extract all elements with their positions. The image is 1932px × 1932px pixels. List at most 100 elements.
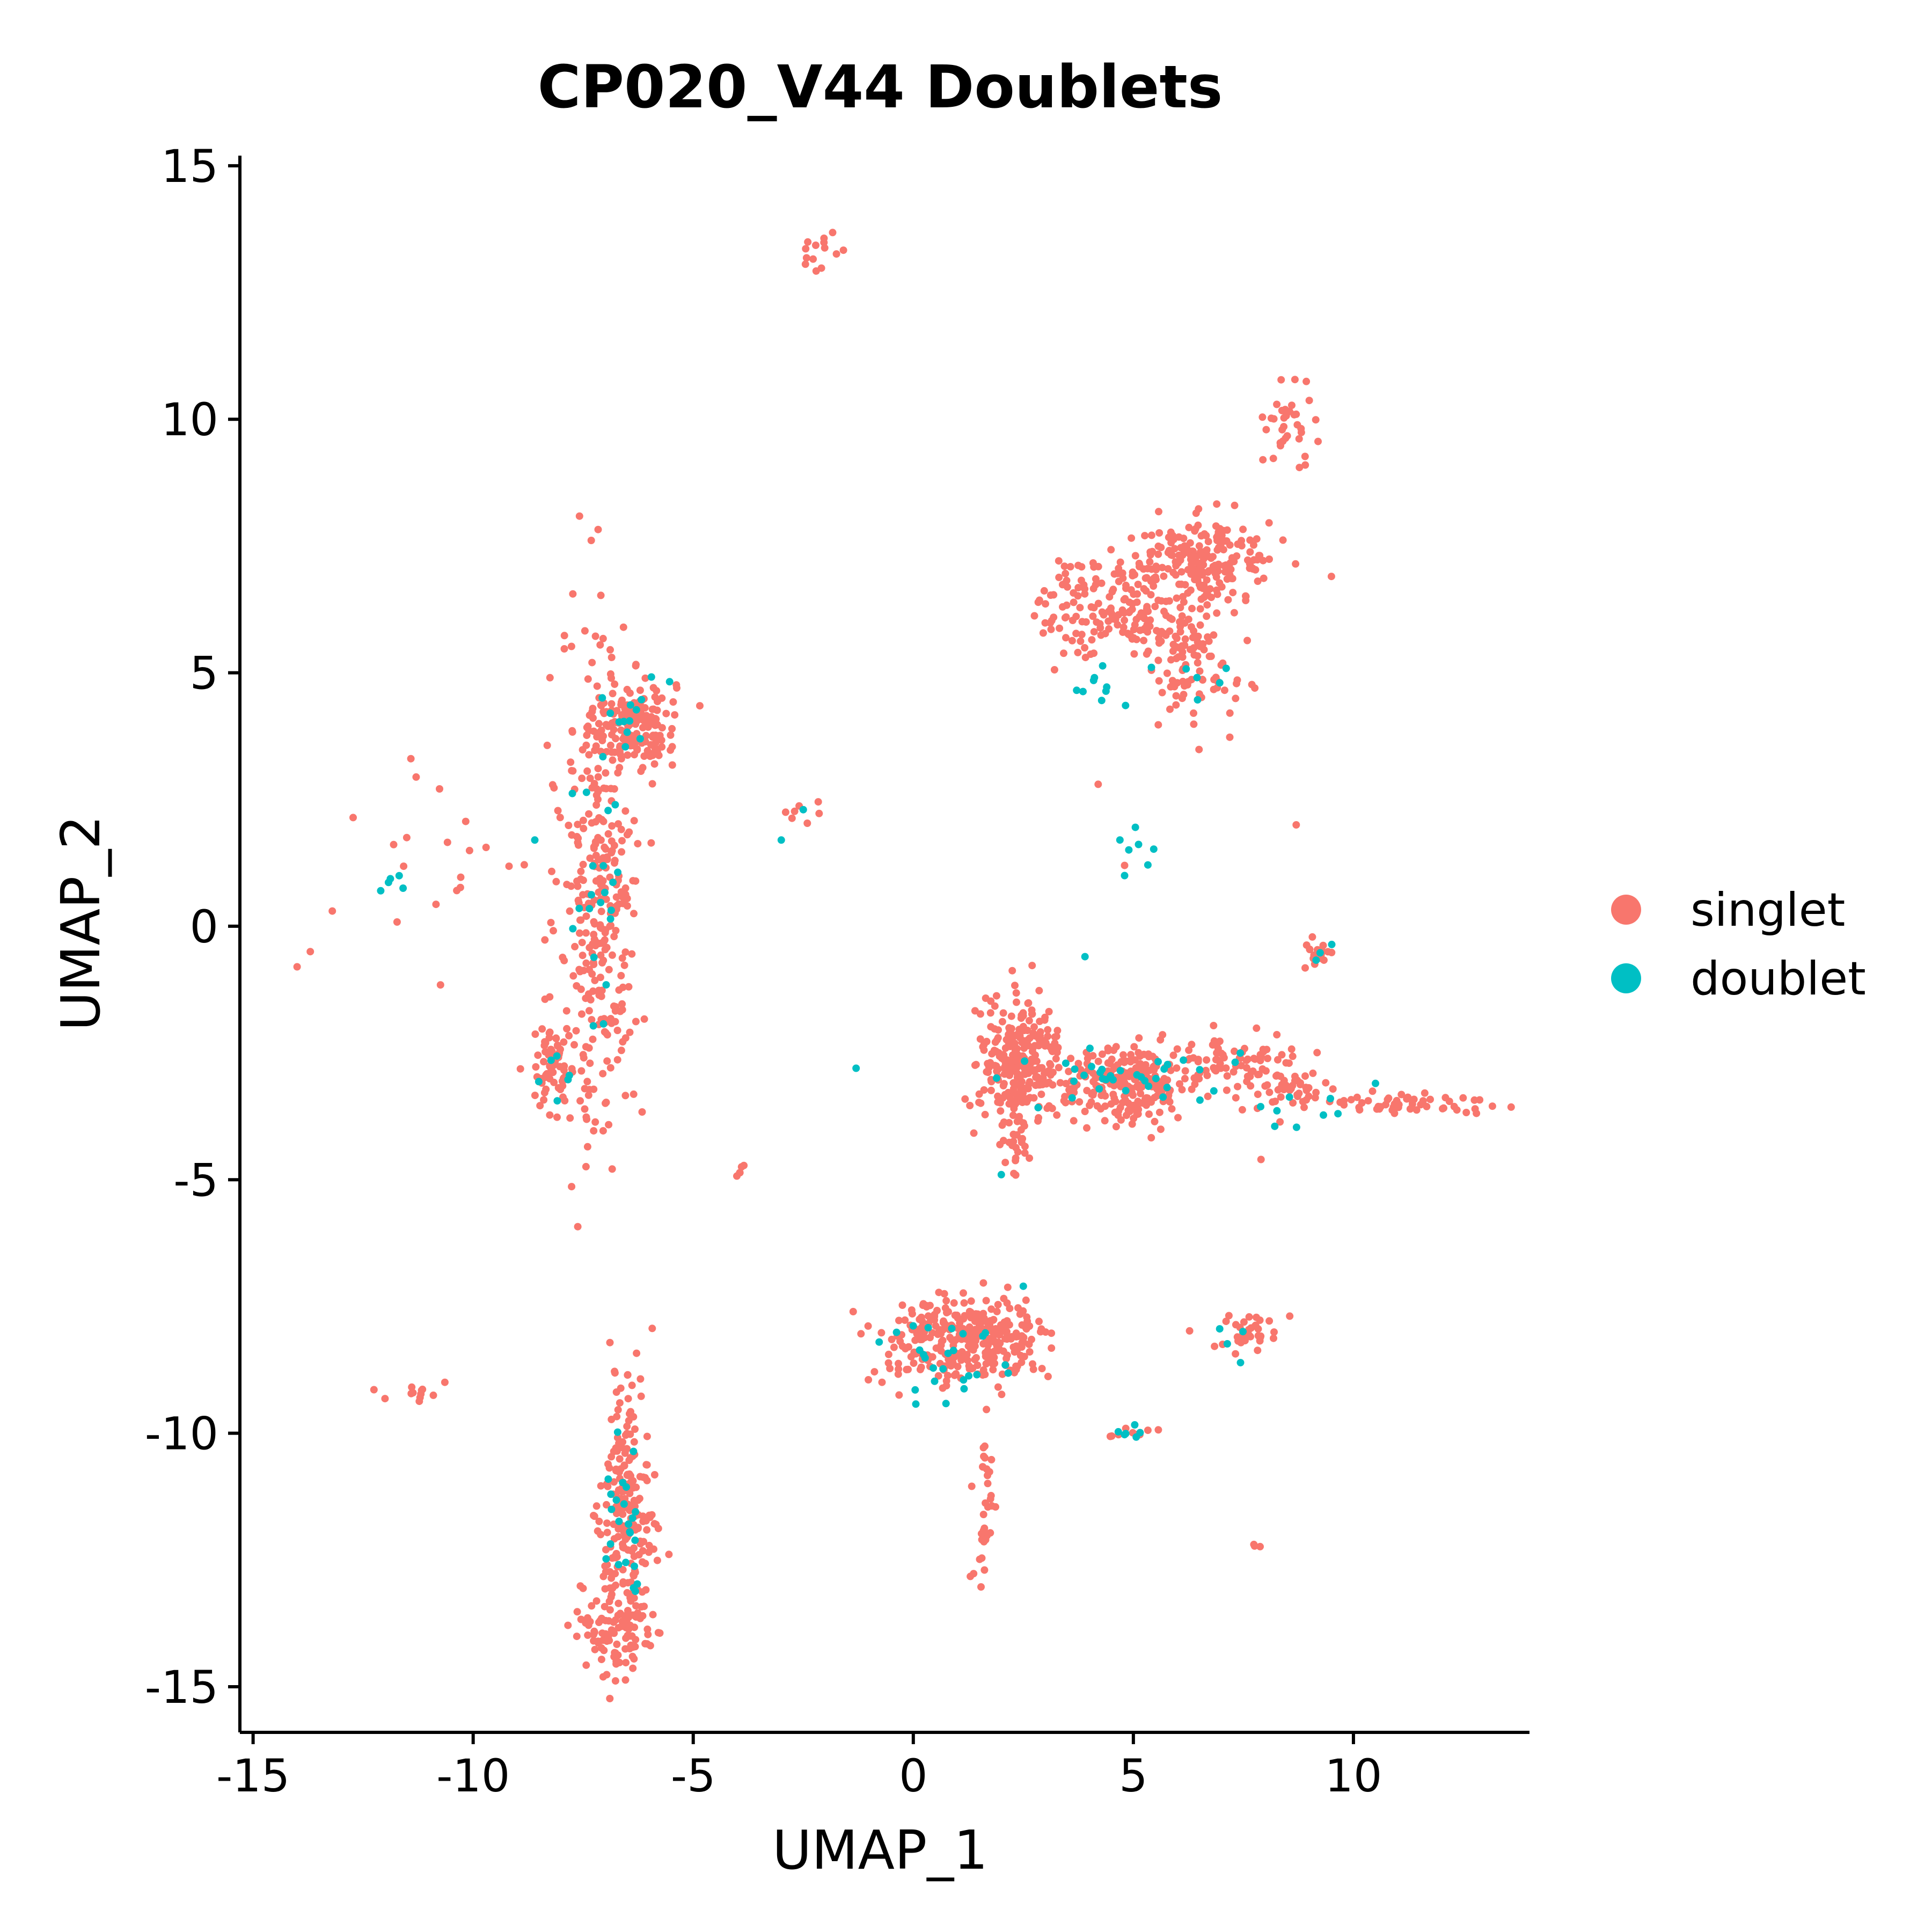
point-singlet xyxy=(1028,962,1036,969)
point-singlet xyxy=(569,972,577,979)
point-singlet xyxy=(621,1092,629,1099)
point-doublet xyxy=(1122,702,1129,709)
point-doublet xyxy=(583,788,590,796)
point-singlet xyxy=(1112,1097,1119,1105)
point-singlet xyxy=(1180,691,1188,698)
point-singlet xyxy=(628,950,635,958)
point-singlet xyxy=(614,1056,621,1064)
point-singlet xyxy=(1176,604,1184,611)
point-doublet xyxy=(1239,1328,1247,1335)
point-doublet xyxy=(553,1097,561,1104)
point-doublet xyxy=(603,981,610,989)
point-singlet xyxy=(886,1365,894,1372)
point-singlet xyxy=(966,1102,974,1109)
point-singlet xyxy=(1263,1081,1271,1089)
point-doublet xyxy=(1098,697,1106,704)
point-singlet xyxy=(1312,416,1320,423)
point-singlet xyxy=(1063,602,1071,609)
point-singlet xyxy=(436,785,443,793)
point-doublet xyxy=(609,879,617,886)
point-singlet xyxy=(603,1519,611,1527)
legend-key-doublet xyxy=(1611,963,1641,993)
point-singlet xyxy=(1168,1105,1176,1113)
point-singlet xyxy=(582,929,590,936)
point-singlet xyxy=(1139,1065,1146,1073)
point-singlet xyxy=(587,1618,594,1626)
point-singlet xyxy=(1305,1084,1313,1092)
point-singlet xyxy=(977,1100,984,1107)
point-singlet xyxy=(1313,1049,1321,1056)
point-singlet xyxy=(560,1038,567,1046)
point-singlet xyxy=(1056,625,1063,632)
point-singlet xyxy=(658,724,666,731)
point-singlet xyxy=(1246,548,1254,556)
point-singlet xyxy=(1037,1325,1045,1333)
point-singlet xyxy=(1069,617,1077,624)
point-singlet xyxy=(899,1342,906,1350)
point-doublet xyxy=(613,1496,620,1504)
point-singlet xyxy=(960,1315,967,1323)
point-singlet xyxy=(1081,1108,1089,1115)
point-singlet xyxy=(608,849,615,857)
point-singlet xyxy=(642,1586,650,1594)
point-singlet xyxy=(980,1086,988,1094)
point-singlet xyxy=(637,767,645,775)
point-singlet xyxy=(895,1371,902,1378)
point-singlet xyxy=(614,1027,621,1034)
point-singlet xyxy=(590,1127,597,1135)
point-singlet xyxy=(624,1632,632,1640)
point-singlet xyxy=(1254,577,1262,585)
point-singlet xyxy=(370,1386,378,1394)
point-doublet xyxy=(597,899,604,906)
point-singlet xyxy=(1166,1098,1174,1106)
point-singlet xyxy=(938,1338,946,1345)
point-singlet xyxy=(1301,964,1309,972)
point-singlet xyxy=(986,1059,994,1066)
point-singlet xyxy=(1212,522,1220,530)
point-singlet xyxy=(1269,1098,1276,1106)
point-doublet xyxy=(586,905,593,912)
point-singlet xyxy=(1170,1051,1177,1059)
point-singlet xyxy=(596,641,604,649)
point-doublet xyxy=(648,674,655,681)
point-singlet xyxy=(593,1502,601,1510)
point-doublet xyxy=(1081,953,1089,961)
point-singlet xyxy=(570,1041,578,1049)
point-singlet xyxy=(1133,636,1140,643)
point-singlet xyxy=(1128,535,1135,542)
point-doublet xyxy=(666,678,674,685)
point-singlet xyxy=(531,1092,539,1099)
point-singlet xyxy=(1322,1079,1329,1087)
point-singlet xyxy=(1001,1159,1009,1166)
point-singlet xyxy=(619,1511,626,1518)
point-singlet xyxy=(400,862,407,870)
point-singlet xyxy=(1127,1051,1135,1058)
point-doublet xyxy=(925,1324,932,1331)
point-singlet xyxy=(643,1433,651,1440)
point-doublet xyxy=(626,1529,634,1536)
point-singlet xyxy=(1258,413,1266,421)
point-singlet xyxy=(640,716,647,724)
point-singlet xyxy=(904,1366,912,1373)
point-singlet xyxy=(639,1612,647,1620)
point-doublet xyxy=(1150,845,1158,853)
point-singlet xyxy=(1069,637,1076,645)
point-singlet xyxy=(1135,1034,1143,1042)
point-doublet xyxy=(620,718,627,725)
point-singlet xyxy=(587,774,594,782)
point-singlet xyxy=(1242,592,1249,600)
point-singlet xyxy=(1270,455,1277,462)
point-doublet xyxy=(608,906,615,914)
point-singlet xyxy=(646,752,654,760)
point-singlet xyxy=(1151,1094,1158,1101)
point-singlet xyxy=(590,843,598,851)
point-singlet xyxy=(1274,1056,1282,1064)
point-singlet xyxy=(579,952,587,959)
point-singlet xyxy=(1091,628,1098,635)
point-singlet xyxy=(991,1002,999,1010)
point-singlet xyxy=(585,727,592,735)
point-singlet xyxy=(615,986,623,994)
point-doublet xyxy=(1286,1093,1293,1101)
